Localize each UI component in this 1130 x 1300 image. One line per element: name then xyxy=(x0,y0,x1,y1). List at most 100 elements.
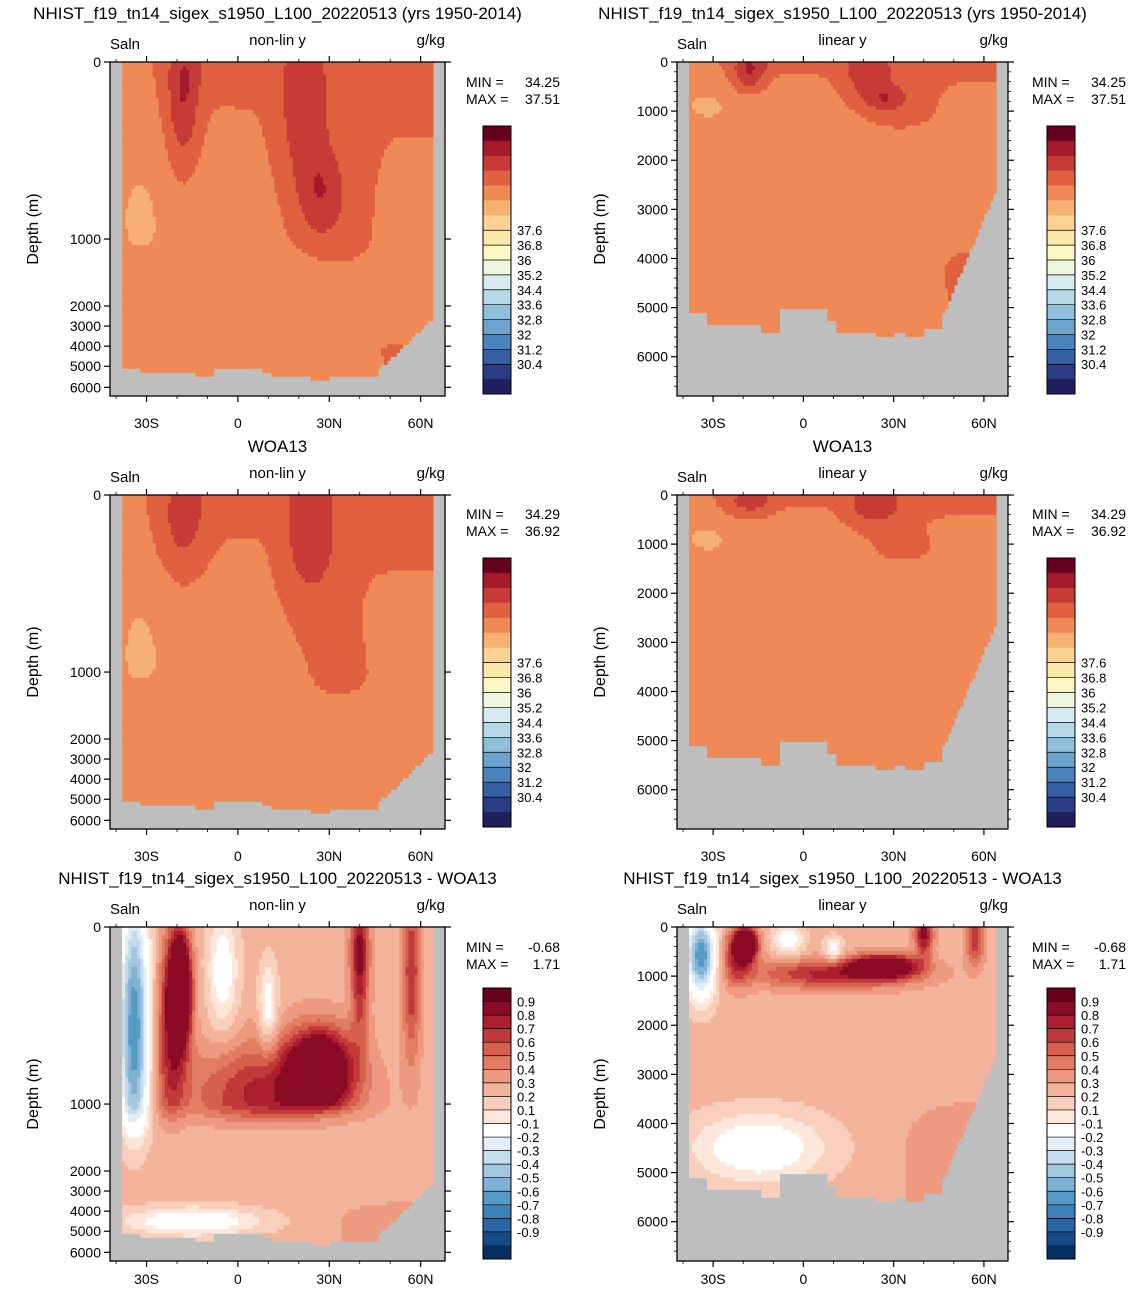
y-tick-label: 5000 xyxy=(637,300,668,316)
colorbar-swatch xyxy=(483,170,511,186)
variable-label: Saln xyxy=(110,901,140,918)
colorbar-label: -0.4 xyxy=(517,1157,539,1172)
colorbar-swatch xyxy=(1047,155,1075,172)
colorbar-label: -0.6 xyxy=(517,1184,539,1199)
colorbar-label: 30.4 xyxy=(517,357,542,372)
colorbar-swatch xyxy=(1047,692,1075,708)
y-tick-label: 2000 xyxy=(70,1163,101,1179)
units-label: g/kg xyxy=(417,897,445,914)
y-tick-label: 0 xyxy=(93,487,101,503)
colorbar-swatch xyxy=(483,334,511,350)
colorbar-swatch xyxy=(1047,647,1075,664)
variable-label: Saln xyxy=(677,36,707,53)
colorbar: 0.90.80.70.60.50.40.30.20.1-0.1-0.2-0.3-… xyxy=(1046,987,1103,1260)
colorbar-swatch xyxy=(1047,1069,1075,1084)
colorbar-swatch xyxy=(1047,1231,1075,1246)
min-label: MIN = xyxy=(466,506,504,522)
panel-4: 0 1000 2000 3000 4000 5000 6000 30S 0 30N 60N WOA13… xyxy=(592,437,1126,864)
x-tick-label: 0 xyxy=(799,1271,807,1287)
variable-label: Saln xyxy=(110,469,140,486)
colorbar-label: 32.8 xyxy=(1081,313,1106,328)
x-tick-label: 0 xyxy=(234,415,242,431)
colorbar-swatch xyxy=(483,572,511,589)
units-label: g/kg xyxy=(980,897,1008,914)
colorbar-swatch xyxy=(483,185,511,201)
variable-label: Saln xyxy=(677,901,707,918)
y-tick-label: 6000 xyxy=(637,349,668,365)
units-label: g/kg xyxy=(417,465,445,482)
colorbar-swatch xyxy=(483,349,511,365)
colorbar-label: 0.7 xyxy=(1081,1022,1099,1037)
panel-title: NHIST_f19_tn14_sigex_s1950_L100_20220513… xyxy=(598,4,1087,23)
min-value: -0.68 xyxy=(1094,939,1126,955)
colorbar-frame xyxy=(1046,557,1076,828)
max-label: MAX = xyxy=(466,956,508,972)
y-tick-label: 6000 xyxy=(637,1214,668,1230)
max-label: MAX = xyxy=(466,91,508,107)
colorbar-swatch xyxy=(483,632,511,649)
colorbar-label: 32.8 xyxy=(517,313,542,328)
colorbar-label: 35.2 xyxy=(517,700,542,715)
colorbar-swatch xyxy=(483,617,511,634)
colorbar-swatch xyxy=(483,289,511,306)
colorbar-swatch xyxy=(483,274,511,291)
y-tick-label: 1000 xyxy=(637,968,668,984)
y-tick-label: 1000 xyxy=(70,231,101,247)
colorbar-label: 0.5 xyxy=(517,1049,535,1064)
colorbar-swatch xyxy=(483,200,511,216)
units-label: g/kg xyxy=(980,465,1008,482)
y-tick-label: 6000 xyxy=(70,379,101,395)
colorbar-swatch xyxy=(1047,334,1075,350)
colorbar-label: 0.3 xyxy=(1081,1076,1099,1091)
y-tick-label: 1000 xyxy=(70,1096,101,1112)
y-tick-label: 3000 xyxy=(637,634,668,650)
colorbar-label: 34.4 xyxy=(517,715,542,730)
colorbar-swatch xyxy=(483,1245,511,1260)
colorbar-swatch xyxy=(483,812,511,828)
panel-1: 0 1000 2000 3000 4000 5000 6000 30S 0 30N 60N NHIST… xyxy=(25,4,560,431)
y-tick-label: 5000 xyxy=(70,1223,101,1239)
colorbar-swatch xyxy=(483,364,511,380)
colorbar-label: 0.9 xyxy=(517,995,535,1010)
colorbar-swatch xyxy=(1047,1150,1075,1165)
colorbar-label: -0.4 xyxy=(1081,1157,1103,1172)
colorbar-swatch xyxy=(483,707,511,723)
colorbar-swatch xyxy=(483,1069,511,1084)
colorbar-label: 0.4 xyxy=(1081,1062,1099,1077)
colorbar-label: 0.4 xyxy=(517,1062,535,1077)
x-tick-label: 30S xyxy=(134,1271,159,1287)
field-contours xyxy=(122,495,434,814)
y-tick-label: 0 xyxy=(93,54,101,70)
x-tick-label: 30S xyxy=(701,415,726,431)
variable-label: Saln xyxy=(110,36,140,53)
colorbar-label: 32.8 xyxy=(517,745,542,760)
colorbar-swatch xyxy=(483,304,511,320)
colorbar-swatch xyxy=(1047,602,1075,619)
y-tick-label: 4000 xyxy=(637,250,668,266)
x-tick-label: 30S xyxy=(134,415,159,431)
max-value: 37.51 xyxy=(1091,91,1126,107)
y-axis-label: Depth (m) xyxy=(25,1058,42,1129)
max-label: MAX = xyxy=(1032,91,1074,107)
colorbar-swatch xyxy=(1047,1028,1075,1043)
y-axis-label: Depth (m) xyxy=(25,626,42,697)
field-contours xyxy=(689,927,997,1202)
colorbar-label: 32.8 xyxy=(1081,745,1106,760)
colorbar-swatch xyxy=(1047,558,1075,574)
panel-title: WOA13 xyxy=(813,437,873,456)
colorbar-swatch xyxy=(1047,1245,1075,1260)
colorbar-swatch xyxy=(483,126,511,142)
colorbar-label: 37.6 xyxy=(517,656,542,671)
colorbar-swatch xyxy=(1047,572,1075,589)
colorbar-label: 36.8 xyxy=(1081,238,1106,253)
panel-title: NHIST_f19_tn14_sigex_s1950_L100_20220513… xyxy=(623,869,1062,888)
x-tick-label: 0 xyxy=(234,1271,242,1287)
colorbar-label: 35.2 xyxy=(517,268,542,283)
y-tick-label: 3000 xyxy=(70,318,101,334)
min-label: MIN = xyxy=(1032,939,1070,955)
colorbar-label: -0.7 xyxy=(517,1198,539,1213)
y-tick-label: 5000 xyxy=(70,791,101,807)
colorbar-label: -0.8 xyxy=(517,1211,539,1226)
colorbar-swatch xyxy=(1047,1015,1075,1030)
colorbar-swatch xyxy=(1047,707,1075,723)
